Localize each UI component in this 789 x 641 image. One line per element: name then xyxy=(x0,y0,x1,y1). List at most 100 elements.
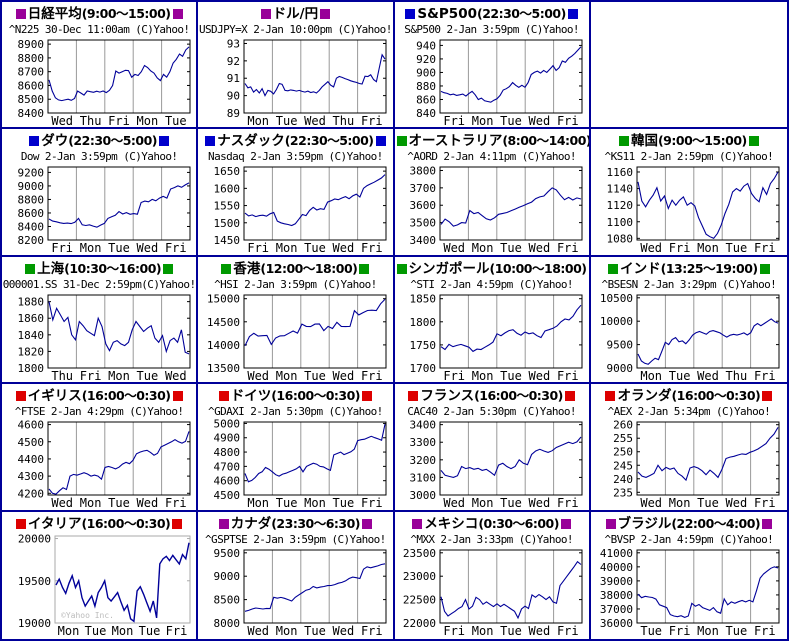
x-axis-label: Fri xyxy=(443,624,465,638)
market-hours: (16:00〜0:30) xyxy=(81,388,171,404)
y-axis-label: 36000 xyxy=(600,617,633,630)
yahoo-watermark: ©Yahoo Inc. xyxy=(61,611,114,620)
chart-plot: 1880 1860 1840 1820 1800 Thu Fri Mon Tue Wed xyxy=(17,294,191,382)
x-axis-label: Mon xyxy=(698,241,720,255)
price-line xyxy=(244,298,386,346)
plot-border xyxy=(47,39,191,114)
chart-cell-bsesn[interactable]: インド(13:25〜19:00) ^BSESN 2-Jan 3:29pm (C)Y… xyxy=(590,256,787,385)
y-axis-label: 8800 xyxy=(17,52,44,65)
plot-border xyxy=(439,39,583,114)
chart-cell-aord[interactable]: オーストラリア(8:00〜14:00) ^AORD 2-Jan 4:11pm (C… xyxy=(394,129,591,257)
y-axis-label: 3600 xyxy=(410,200,437,213)
y-axis-label: 3000 xyxy=(410,489,437,502)
chart-cell-mib[interactable]: イタリア(16:00〜0:30) 20000 19500 19000 ©Yahoo In… xyxy=(2,511,199,639)
y-axis-label: 9000 xyxy=(607,362,634,375)
title-marker-square-right xyxy=(567,9,578,19)
price-line xyxy=(48,431,190,495)
x-axis-label: Mon xyxy=(669,496,691,510)
title-marker-square-right xyxy=(163,263,174,274)
x-axis-label: Wed xyxy=(641,241,663,255)
title-marker-square-left xyxy=(396,136,407,147)
x-axis-label: Wed xyxy=(51,496,73,510)
chart-cell-dow[interactable]: ダウ(22:30〜5:00) Dow 2-Jan 3:59pm (C)Yahoo!… xyxy=(2,129,199,257)
plot-border xyxy=(439,294,583,369)
plot-border xyxy=(243,39,387,114)
title-marker-square-left xyxy=(15,391,26,402)
chart-cell-bvsp[interactable]: ブラジル(22:00〜4:00) ^BVSP 2-Jan 4:59pm (C)Ya… xyxy=(590,511,787,639)
y-axis-label: 920 xyxy=(416,53,436,66)
x-axis-label: Wed xyxy=(443,241,465,255)
chart-cell-ks11[interactable]: 韓国(9:00〜15:00) ^KS11 2-Jan 2:59pm (C)Yaho… xyxy=(590,129,787,257)
market-name: オーストラリア xyxy=(408,133,503,150)
title-marker-square-left xyxy=(25,263,36,274)
x-axis-label: Thu xyxy=(332,114,354,128)
plot-border xyxy=(54,535,191,624)
x-axis-label: Mon xyxy=(247,496,269,510)
chart-cell-n225[interactable]: 日経平均(9:00〜15:00) ^N225 30-Dec 11:00am (C)… xyxy=(2,2,199,130)
chart-cell-shanghai[interactable]: 上海(10:30〜16:00) 000001.SS 31-Dec 2:59pm(C… xyxy=(2,256,199,385)
chart-cell-sti[interactable]: シンガポール(10:00〜18:00) ^STI 2-Jan 4:59pm (C)… xyxy=(394,256,591,385)
y-axis-label: 3100 xyxy=(410,472,437,485)
y-axis-label: 1820 xyxy=(17,345,44,358)
y-axis-label: 3400 xyxy=(410,419,437,432)
x-axis-label: Tue xyxy=(304,369,326,383)
ticker-date-line: ^STI 2-Jan 4:59pm (C)Yahoo! xyxy=(410,277,573,291)
y-axis-label: 8600 xyxy=(17,207,44,220)
x-axis-label: Wed xyxy=(529,241,551,255)
y-axis-label: 41000 xyxy=(600,547,633,560)
chart-title-row: ドル/円 xyxy=(198,2,392,23)
market-hours: (8:00〜14:00) xyxy=(502,133,591,149)
chart-cell-sp500[interactable]: S&P500(22:30〜5:00) S&P500 2-Jan 3:59pm (C… xyxy=(394,2,591,130)
y-axis-label: 940 xyxy=(416,39,436,52)
y-axis-label: 3800 xyxy=(410,165,437,178)
y-axis-label: 3300 xyxy=(410,436,437,449)
ticker-date-line: Nasdaq 2-Jan 3:59pm (C)Yahoo! xyxy=(208,150,383,164)
x-axis-label: Fri xyxy=(557,496,579,510)
chart-plot: 20000 19500 19000 ©Yahoo Inc. Mon Tue Mon Tue Fr… xyxy=(18,533,191,638)
chart-cell-cac40[interactable]: フランス(16:00〜0:30) CAC40 2-Jan 5:30pm (C)Ya… xyxy=(394,384,591,512)
title-marker-square-left xyxy=(15,9,26,19)
chart-cell-ftse[interactable]: イギリス(16:00〜0:30) ^FTSE 2-Jan 4:29pm (C)Ya… xyxy=(2,384,199,512)
chart-cell-mxx[interactable]: メキシコ(0:30〜6:00) ^MXX 2-Jan 3:33pm (C)Yaho… xyxy=(394,511,591,639)
market-name: 日経平均 xyxy=(27,6,82,22)
y-axis-label: 4600 xyxy=(17,419,44,432)
x-axis-label: Fri xyxy=(669,241,691,255)
y-axis-label: 8400 xyxy=(17,107,44,120)
price-line xyxy=(48,46,190,102)
y-axis-label: 93 xyxy=(227,37,240,50)
chart-cell-hsi[interactable]: 香港(12:00〜18:00) ^HSI 2-Jan 3:59pm (C)Yaho… xyxy=(198,256,395,385)
chart-cell-aex[interactable]: オランダ(16:00〜0:30) ^AEX 2-Jan 5:34pm (C)Yah… xyxy=(590,384,787,512)
chart-cell-usdjpy[interactable]: ドル/円 USDJPY=X 2-Jan 10:00pm (C)Yahoo! 93 92… xyxy=(198,2,395,130)
plot-border xyxy=(47,294,191,369)
x-axis-label: Fri xyxy=(754,624,776,638)
x-axis-label: Wed xyxy=(136,496,158,510)
y-axis-label: 900 xyxy=(416,66,436,79)
y-axis-label: 8600 xyxy=(17,79,44,92)
x-axis-label: Fri xyxy=(361,114,383,128)
market-hours: (16:00〜0:30) xyxy=(81,515,171,531)
price-line xyxy=(244,424,386,483)
chart-cell-gsptse[interactable]: カナダ(23:30〜6:30) ^GSPTSE 2-Jan 3:59pm (C)Y… xyxy=(198,511,395,639)
x-axis-label: Fri xyxy=(557,369,579,383)
y-axis-label: 4400 xyxy=(17,453,44,466)
title-marker-square-right xyxy=(564,391,575,402)
y-axis-label: 1700 xyxy=(410,362,437,375)
chart-cell-gdaxi[interactable]: ドイツ(16:00〜0:30) ^GDAXI 2-Jan 5:30pm (C)Ya… xyxy=(198,384,395,512)
x-axis-label: Fri xyxy=(361,496,383,510)
x-axis-label: Mon xyxy=(247,114,269,128)
market-hours: (22:30〜5:00) xyxy=(477,6,566,21)
x-axis-label: Tue xyxy=(500,241,522,255)
y-axis-label: 20000 xyxy=(18,533,51,546)
chart-cell-nasdaq[interactable]: ナスダック(22:30〜5:00) Nasdaq 2-Jan 3:59pm (C)… xyxy=(198,129,395,257)
y-axis-label: 1850 xyxy=(410,292,437,305)
y-axis-label: 1450 xyxy=(213,234,240,247)
y-axis-label: 1600 xyxy=(213,183,240,196)
y-axis-label: 860 xyxy=(416,93,436,106)
y-axis-label: 3700 xyxy=(410,182,437,195)
x-axis-label: Mon xyxy=(79,496,101,510)
y-axis-label: 1750 xyxy=(410,339,437,352)
chart-plot: 93 92 91 90 89 Mon Tue Wed Thu Fri xyxy=(227,37,387,128)
y-axis-label: 37000 xyxy=(600,603,633,616)
